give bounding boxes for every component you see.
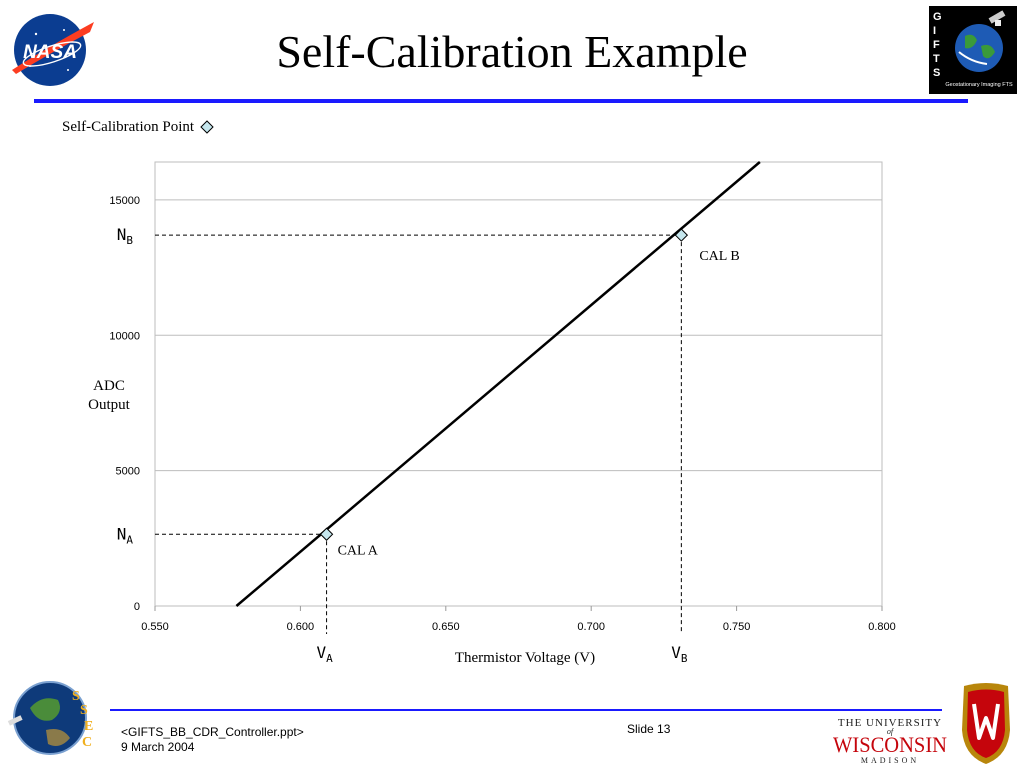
x-tick-label: 0.700 [577, 621, 605, 633]
y-tick-label: 10000 [109, 330, 140, 342]
x-axis-marker-subscript: B [681, 652, 688, 665]
x-tick-label: 0.550 [141, 621, 169, 633]
gifts-letter-1: G [933, 11, 942, 23]
y-tick-label: 15000 [109, 195, 140, 207]
ssec-letter-1: S [72, 689, 80, 704]
gifts-caption: Geostationary Imaging FTS [945, 82, 1013, 88]
calibration-point-marker [319, 527, 334, 541]
gifts-letter-5: S [933, 67, 940, 79]
nasa-meatball-icon: NASA [12, 14, 94, 86]
axis-markers: NA VA NB VB [117, 225, 688, 665]
gifts-globe-icon: G I F T S Geostationary Imaging FTS [929, 6, 1017, 94]
x-axis-label: Thermistor Voltage (V) [455, 650, 595, 666]
slide-number: Slide 13 [627, 722, 671, 736]
x-tick-label: 0.650 [432, 621, 460, 633]
uw-line2: WISCONSIN [833, 732, 947, 757]
uw-logo: THE UNIVERSITY of WISCONSIN MADISON [832, 682, 1018, 771]
y-axis-label-line: Output [88, 397, 131, 413]
ssec-logo: S S E C [6, 678, 102, 763]
footer-date: 9 March 2004 [121, 740, 195, 754]
uw-of: of [887, 727, 895, 736]
uw-line1: THE UNIVERSITY [838, 717, 942, 729]
footer-divider [110, 709, 942, 711]
x-axis-marker: VA [316, 643, 333, 665]
ssec-globe-icon: S S E C [7, 681, 93, 755]
gifts-letter-3: F [933, 39, 940, 51]
ssec-letter-3: E [84, 719, 93, 734]
ssec-letter-2: S [80, 703, 88, 718]
y-tick-label: 0 [134, 601, 140, 613]
x-tick-label: 0.800 [868, 621, 896, 633]
x-axis-marker-subscript: A [326, 652, 333, 665]
ssec-letter-4: C [82, 735, 92, 750]
nasa-logo: NASA [6, 8, 98, 93]
grid-lines [154, 199, 883, 611]
legend-label: Self-Calibration Point [62, 119, 195, 135]
y-axis-marker: NA [117, 524, 134, 546]
y-axis-marker: NB [117, 225, 134, 247]
guide-lines [155, 234, 682, 634]
slide-title: Self-Calibration Example [276, 26, 748, 77]
title-divider [34, 99, 968, 103]
calibration-point-label: CAL B [699, 249, 739, 264]
y-axis-marker-subscript: A [126, 533, 133, 546]
gifts-logo: G I F T S Geostationary Imaging FTS [929, 6, 1017, 99]
diamond-marker-icon [200, 120, 214, 134]
uw-crest-icon: THE UNIVERSITY of WISCONSIN MADISON [833, 683, 1010, 765]
x-axis-marker: VB [671, 643, 688, 665]
calibration-point-marker [674, 228, 689, 242]
x-tick-label: 0.600 [287, 621, 315, 633]
nasa-logo-text: NASA [23, 42, 77, 63]
chart-legend: Self-Calibration Point [62, 118, 214, 136]
y-axis-label: ADC Output [88, 378, 131, 413]
y-tick-label: 5000 [116, 466, 140, 478]
tick-labels: 0 5000 10000 15000 0.550 0.600 0.650 0.700 0.750… [109, 195, 895, 633]
calibration-point-label: CAL A [338, 543, 379, 558]
x-tick-label: 0.750 [723, 621, 751, 633]
footer-filename: <GIFTS_BB_CDR_Controller.ppt> [121, 725, 304, 739]
y-axis-marker-subscript: B [126, 234, 133, 247]
y-axis-label-line: ADC [93, 378, 125, 394]
chart: CAL A CAL B 0 5000 10000 15000 0.550 0.600 0.65… [88, 161, 896, 666]
gifts-letter-4: T [933, 53, 940, 65]
uw-line3: MADISON [861, 756, 919, 765]
plot-area [154, 161, 883, 607]
gifts-letter-2: I [933, 25, 936, 37]
calibration-points: CAL A CAL B [319, 228, 740, 558]
